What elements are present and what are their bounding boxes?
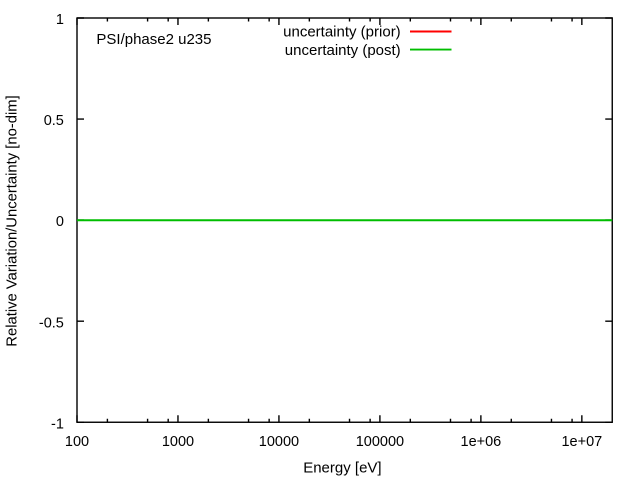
- svg-text:100000: 100000: [356, 434, 404, 450]
- svg-text:Energy [eV]: Energy [eV]: [303, 460, 381, 477]
- svg-text:-1: -1: [51, 416, 64, 432]
- svg-text:PSI/phase2 u235: PSI/phase2 u235: [96, 31, 211, 48]
- svg-text:uncertainty (prior): uncertainty (prior): [283, 24, 401, 41]
- svg-text:0: 0: [56, 214, 64, 230]
- svg-text:-0.5: -0.5: [39, 315, 64, 331]
- svg-text:1e+06: 1e+06: [461, 434, 502, 450]
- svg-text:1e+07: 1e+07: [561, 434, 602, 450]
- svg-text:10000: 10000: [259, 434, 299, 450]
- svg-text:1: 1: [56, 12, 64, 28]
- svg-text:100: 100: [65, 434, 89, 450]
- svg-text:uncertainty (post): uncertainty (post): [285, 42, 401, 59]
- svg-text:Relative Variation/Uncertainty: Relative Variation/Uncertainty [no-dim]: [5, 95, 21, 346]
- svg-text:0.5: 0.5: [44, 113, 64, 129]
- svg-text:1000: 1000: [162, 434, 194, 450]
